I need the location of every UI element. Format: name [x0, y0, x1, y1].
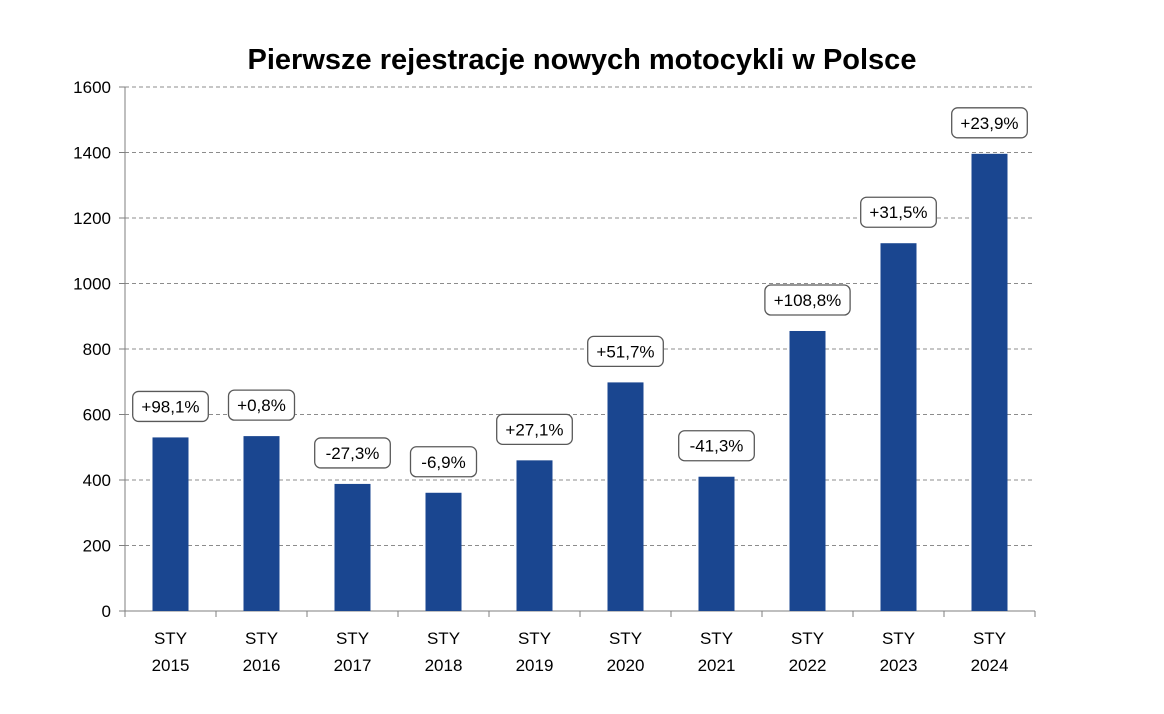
data-label: -41,3%	[690, 437, 744, 456]
y-tick-label: 200	[83, 537, 111, 556]
data-label: -27,3%	[326, 444, 380, 463]
data-label: -6,9%	[421, 453, 465, 472]
x-tick-label: STY	[882, 629, 915, 648]
x-tick-label: STY	[245, 629, 278, 648]
data-label: +23,9%	[960, 114, 1018, 133]
data-label-box	[860, 196, 937, 228]
bar	[152, 437, 189, 611]
y-tick-label: 1000	[73, 275, 111, 294]
x-tick-label: 2017	[334, 656, 372, 675]
bar	[880, 243, 917, 611]
data-label: +31,5%	[869, 203, 927, 222]
data-label-box	[764, 284, 851, 316]
data-label-box	[496, 413, 573, 446]
y-tick-label: 800	[83, 340, 111, 359]
data-label-box	[314, 437, 391, 469]
x-tick-label: STY	[154, 629, 187, 648]
x-tick-label: 2022	[789, 656, 827, 675]
bar	[243, 436, 280, 611]
y-tick-label: 400	[83, 471, 111, 490]
data-label-box	[951, 107, 1028, 139]
x-tick-label: 2024	[971, 656, 1009, 675]
x-tick-label: 2018	[425, 656, 463, 675]
bar	[425, 492, 462, 611]
y-tick-label: 600	[83, 406, 111, 425]
data-label: +0,8%	[237, 396, 286, 415]
x-tick-label: STY	[700, 629, 733, 648]
x-tick-label: STY	[336, 629, 369, 648]
bar	[698, 476, 735, 611]
data-label: +108,8%	[774, 291, 842, 310]
x-tick-label: STY	[518, 629, 551, 648]
x-tick-label: STY	[427, 629, 460, 648]
x-tick-label: 2019	[516, 656, 554, 675]
data-label: +98,1%	[141, 397, 199, 416]
data-label-box	[587, 335, 664, 368]
x-tick-label: STY	[973, 629, 1006, 648]
y-tick-label: 1600	[73, 78, 111, 97]
y-tick-label: 1200	[73, 209, 111, 228]
bar	[789, 330, 826, 611]
bar	[516, 460, 553, 611]
data-label: +51,7%	[596, 342, 654, 361]
data-label: +27,1%	[505, 420, 563, 439]
y-tick-label: 1400	[73, 144, 111, 163]
y-tick-label: 0	[102, 602, 111, 621]
x-tick-label: 2023	[880, 656, 918, 675]
bar	[971, 153, 1008, 611]
x-tick-label: 2015	[152, 656, 190, 675]
data-label-box	[227, 389, 296, 421]
x-tick-label: 2020	[607, 656, 645, 675]
x-tick-label: 2016	[243, 656, 281, 675]
bar	[334, 483, 371, 611]
data-label-box	[132, 390, 209, 423]
x-tick-label: STY	[609, 629, 642, 648]
chart-title: Pierwsze rejestracje nowych motocykli w …	[247, 44, 917, 76]
data-label-box	[409, 446, 478, 478]
data-label-box	[678, 430, 755, 462]
x-tick-label: STY	[791, 629, 824, 648]
x-tick-label: 2021	[698, 656, 736, 675]
bar	[607, 382, 644, 611]
